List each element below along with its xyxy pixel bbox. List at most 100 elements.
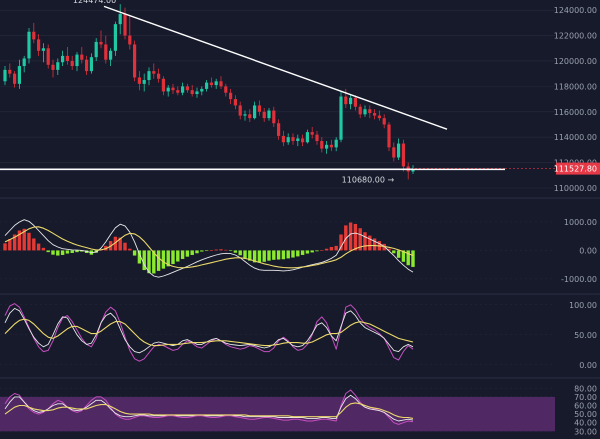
macd-hist-bar (291, 250, 295, 258)
macd-hist-bar (219, 249, 223, 251)
macd-hist-bar (334, 245, 338, 251)
osc1-tick-label: 50.00 (574, 331, 597, 340)
macd-hist-bar (200, 250, 204, 252)
macd-hist-bar (300, 250, 305, 255)
macd-hist-bar (70, 250, 74, 253)
macd-hist-bar (12, 234, 17, 251)
candle-body (392, 147, 396, 158)
macd-hist-bar (147, 250, 151, 274)
macd-hist-bar (75, 250, 79, 253)
macd-tick-label: -1000.00 (561, 275, 597, 284)
candle-body (277, 123, 281, 136)
candle-body (109, 50, 113, 60)
candle-body (157, 73, 161, 79)
candle-body (205, 82, 209, 89)
candle-body (56, 62, 60, 70)
osc1-yellow-line (4, 318, 414, 347)
low-price-annotation: 110680.00 → (342, 175, 395, 184)
candle-body (70, 60, 74, 67)
candle-body (353, 97, 357, 107)
candle-body (8, 69, 12, 74)
candle-body (401, 143, 405, 167)
price-tick-label: 122000.00 (554, 32, 597, 41)
macd-hist-bar (166, 250, 170, 267)
candle-body (214, 81, 218, 86)
price-tick-label: 118000.00 (554, 82, 597, 91)
candle-body (133, 44, 137, 78)
candle-body (397, 143, 401, 158)
candle-body (358, 106, 362, 115)
osc2-tick-label: 80.00 (574, 384, 597, 393)
candle-body (99, 41, 103, 45)
macd-hist-bar (156, 250, 161, 271)
macd-hist-bar (324, 248, 329, 251)
grid-layer (0, 9, 600, 432)
candle-body (257, 105, 261, 112)
candle-body (51, 64, 55, 70)
macd-hist-bar (180, 250, 185, 259)
macd-hist-bar (252, 250, 257, 263)
macd-hist-bar (392, 250, 396, 254)
candle-body (195, 91, 199, 94)
candle-body (89, 57, 93, 72)
candle-body (85, 59, 89, 72)
candle-body (281, 135, 285, 143)
macd-hist-bar (305, 250, 310, 254)
macd-hist-bar (238, 250, 242, 256)
macd-hist-bar (315, 250, 319, 252)
candle-body (185, 86, 189, 91)
candle-body (176, 90, 180, 93)
candle-body (315, 134, 319, 141)
candle-body (325, 144, 329, 149)
candle-body (344, 96, 348, 105)
macd-hist-bar (41, 247, 46, 251)
candle-body (219, 81, 223, 87)
macd-hist-bar (382, 243, 386, 251)
osc2-band (0, 396, 555, 432)
candle-body (382, 118, 386, 125)
candle-body (229, 92, 233, 100)
candle-body (224, 86, 228, 93)
candle-body (262, 111, 266, 119)
macd-hist-bar (137, 250, 142, 264)
macd-hist-bar (204, 250, 209, 252)
candle-body (339, 96, 343, 140)
macd-hist-bar (310, 250, 314, 253)
osc2-tick-label: 50.00 (574, 410, 597, 419)
macd-hist-bar (56, 250, 60, 256)
macd-hist-bar (51, 250, 55, 255)
macd-hist-bar (224, 249, 228, 251)
macd-hist-bar (27, 232, 31, 251)
candle-body (310, 132, 314, 135)
macd-line (4, 219, 414, 278)
candle-body (267, 110, 271, 119)
candle-body (320, 141, 324, 149)
candle-body (190, 90, 194, 94)
macd-hist-bar (128, 248, 132, 251)
macd-hist-bar (195, 250, 199, 254)
macd-hist-bar (348, 222, 353, 251)
macd-hist-bar (8, 239, 12, 251)
price-tick-label: 116000.00 (554, 108, 597, 117)
macd-hist-bar (363, 232, 367, 251)
candle-body (301, 138, 305, 143)
macd-hist-bar (248, 250, 252, 261)
macd-hist-bar (171, 250, 175, 265)
axis-layer: 110000.00112000.00114000.00116000.001180… (554, 6, 600, 436)
macd-hist-bar (406, 250, 410, 266)
candle-body (118, 13, 122, 25)
osc1-white-line (4, 307, 414, 354)
candle-body (123, 13, 127, 36)
candle-body (27, 31, 31, 59)
macd-hist-bar (113, 236, 118, 251)
price-tick-label: 120000.00 (554, 57, 597, 66)
osc1-tick-label: 100.00 (569, 301, 597, 310)
candle-body (65, 55, 69, 61)
current-price-label: 111527.80 (554, 165, 597, 174)
candle-body (104, 44, 108, 60)
macd-hist-bar (3, 243, 7, 251)
candle-body (17, 66, 21, 84)
series-layer (3, 4, 415, 425)
candle-body (142, 80, 146, 84)
